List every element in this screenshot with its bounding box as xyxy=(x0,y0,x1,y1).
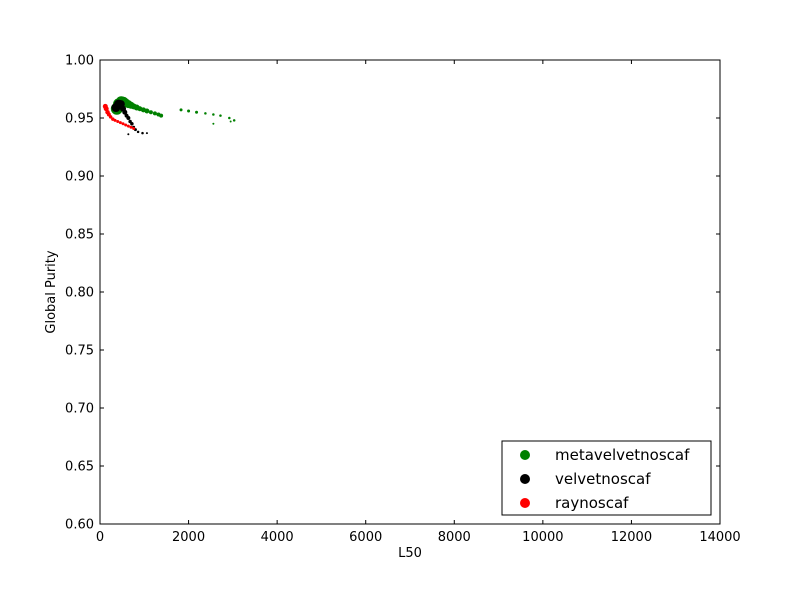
data-point xyxy=(212,122,215,125)
y-tick-label: 0.75 xyxy=(65,344,94,359)
y-tick-label: 0.85 xyxy=(65,228,94,243)
data-point xyxy=(132,126,136,130)
x-tick-label: 14000 xyxy=(699,530,740,545)
x-tick-label: 0 xyxy=(96,530,104,545)
data-point xyxy=(122,109,128,115)
x-tick-label: 12000 xyxy=(611,530,652,545)
data-point xyxy=(144,108,150,114)
legend-label: velvetnoscaf xyxy=(555,470,651,488)
legend-label: raynoscaf xyxy=(555,494,629,512)
data-point xyxy=(228,116,231,120)
data-point xyxy=(148,110,153,115)
legend-label: metavelvetnoscaf xyxy=(555,446,690,464)
data-point xyxy=(126,116,131,120)
data-point xyxy=(229,120,232,123)
x-tick-label: 2000 xyxy=(172,530,205,545)
data-point xyxy=(108,115,113,119)
data-point xyxy=(118,121,122,125)
data-point xyxy=(126,124,130,128)
y-axis: 0.60 0.65 0.70 0.75 0.80 0.85 0.90 0.95 1.00 xyxy=(65,54,720,533)
plot-points xyxy=(102,96,236,136)
data-point xyxy=(159,113,164,118)
y-tick-label: 0.70 xyxy=(65,402,94,417)
y-tick-label: 1.00 xyxy=(65,54,94,69)
series-raynoscaf xyxy=(102,103,136,130)
data-point xyxy=(204,112,207,115)
x-tick-label: 8000 xyxy=(438,530,471,545)
data-point xyxy=(124,123,128,127)
data-point xyxy=(129,125,133,129)
x-axis-label: L50 xyxy=(398,546,422,561)
x-axis: 0 2000 4000 6000 8000 10000 12000 14000 xyxy=(96,60,741,545)
data-point xyxy=(195,110,199,114)
series-velvetnoscaf xyxy=(111,99,148,136)
data-point xyxy=(212,113,215,116)
data-point xyxy=(113,118,117,122)
data-point xyxy=(121,122,125,126)
data-point xyxy=(130,122,134,126)
legend: metavelvetnoscaf velvetnoscaf raynoscaf xyxy=(501,440,712,516)
data-point xyxy=(136,130,140,134)
legend-marker xyxy=(520,498,530,508)
data-point xyxy=(141,131,144,135)
data-point xyxy=(219,114,222,117)
x-tick-label: 6000 xyxy=(349,530,382,545)
data-point xyxy=(127,133,130,136)
y-axis-label: Global Purity xyxy=(44,250,59,334)
data-point xyxy=(145,132,148,135)
legend-box xyxy=(501,440,712,516)
data-point xyxy=(152,111,157,116)
y-tick-label: 0.65 xyxy=(65,460,94,475)
y-tick-label: 0.80 xyxy=(65,286,94,301)
legend-marker xyxy=(520,450,530,460)
y-tick-label: 0.95 xyxy=(65,112,94,127)
data-point xyxy=(187,109,191,113)
data-point xyxy=(116,119,120,123)
y-tick-label: 0.60 xyxy=(65,518,94,533)
data-point xyxy=(232,119,236,122)
data-point xyxy=(179,108,183,112)
y-tick-label: 0.90 xyxy=(65,170,94,185)
x-tick-label: 10000 xyxy=(522,530,563,545)
legend-marker xyxy=(520,474,530,484)
x-tick-label: 4000 xyxy=(261,530,294,545)
